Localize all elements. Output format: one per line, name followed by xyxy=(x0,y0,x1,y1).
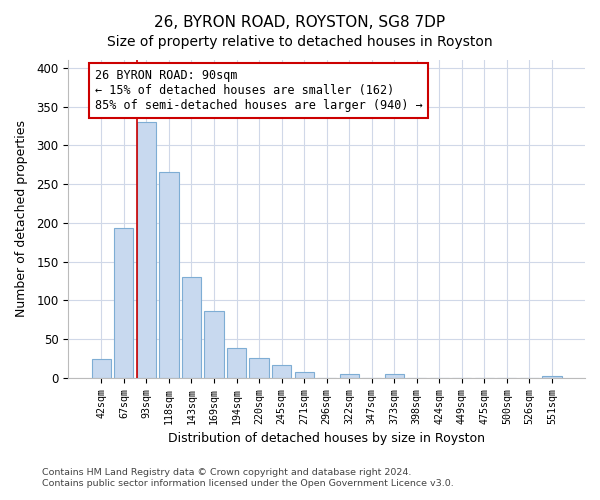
Bar xyxy=(160,172,179,378)
Y-axis label: Number of detached properties: Number of detached properties xyxy=(15,120,28,318)
Bar xyxy=(272,365,291,378)
Text: Contains HM Land Registry data © Crown copyright and database right 2024.
Contai: Contains HM Land Registry data © Crown c… xyxy=(42,468,454,487)
X-axis label: Distribution of detached houses by size in Royston: Distribution of detached houses by size … xyxy=(168,432,485,445)
Bar xyxy=(250,358,269,378)
Bar xyxy=(205,312,224,378)
Bar xyxy=(92,358,111,378)
Bar xyxy=(115,228,133,378)
Bar xyxy=(182,277,201,378)
Bar xyxy=(137,122,156,378)
Bar xyxy=(340,374,359,378)
Text: Size of property relative to detached houses in Royston: Size of property relative to detached ho… xyxy=(107,35,493,49)
Bar xyxy=(295,372,314,378)
Bar xyxy=(227,348,246,378)
Text: 26 BYRON ROAD: 90sqm
← 15% of detached houses are smaller (162)
85% of semi-deta: 26 BYRON ROAD: 90sqm ← 15% of detached h… xyxy=(95,70,422,112)
Bar xyxy=(542,376,562,378)
Text: 26, BYRON ROAD, ROYSTON, SG8 7DP: 26, BYRON ROAD, ROYSTON, SG8 7DP xyxy=(154,15,446,30)
Bar xyxy=(385,374,404,378)
